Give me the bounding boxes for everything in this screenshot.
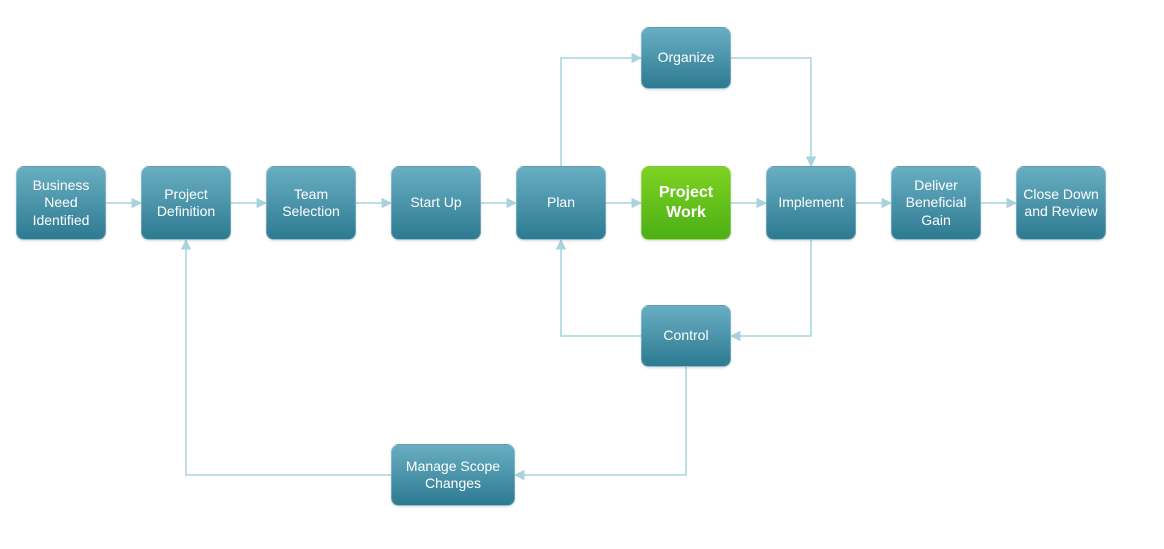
edge xyxy=(731,58,811,166)
node-close: Close Down and Review xyxy=(1016,166,1106,240)
node-work: Project Work xyxy=(641,166,731,240)
node-label: Business Need Identified xyxy=(33,177,90,230)
node-scope: Manage Scope Changes xyxy=(391,444,515,506)
node-label: Project Work xyxy=(659,183,713,223)
node-def: Project Definition xyxy=(141,166,231,240)
node-label: Implement xyxy=(778,194,843,212)
node-plan: Plan xyxy=(516,166,606,240)
node-label: Plan xyxy=(547,194,575,212)
edge xyxy=(561,58,641,166)
node-start: Start Up xyxy=(391,166,481,240)
node-ctrl: Control xyxy=(641,305,731,367)
flowchart-canvas: Business Need Identified Project Definiti… xyxy=(0,0,1164,549)
node-label: Manage Scope Changes xyxy=(406,458,500,493)
node-gain: Deliver Beneficial Gain xyxy=(891,166,981,240)
node-label: Project Definition xyxy=(157,186,215,221)
edge xyxy=(561,240,641,336)
node-need: Business Need Identified xyxy=(16,166,106,240)
node-label: Team Selection xyxy=(282,186,340,221)
node-org: Organize xyxy=(641,27,731,89)
node-label: Organize xyxy=(658,49,715,67)
node-impl: Implement xyxy=(766,166,856,240)
edge xyxy=(186,240,391,475)
edge xyxy=(515,367,686,475)
node-label: Close Down and Review xyxy=(1023,186,1098,221)
node-label: Control xyxy=(663,327,708,345)
node-label: Start Up xyxy=(410,194,461,212)
edge xyxy=(731,240,811,336)
node-label: Deliver Beneficial Gain xyxy=(906,177,967,230)
edges-layer xyxy=(0,0,1164,549)
node-team: Team Selection xyxy=(266,166,356,240)
